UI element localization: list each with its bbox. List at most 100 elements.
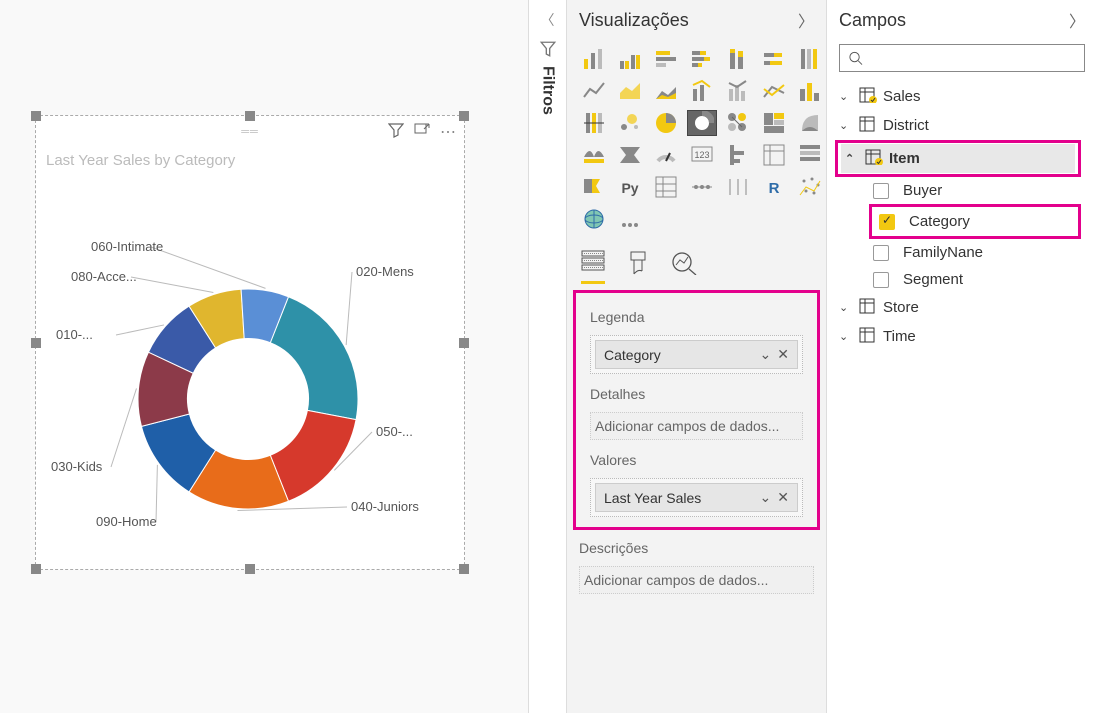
viz-type-icon[interactable]: [579, 142, 609, 168]
viz-type-icon[interactable]: [651, 78, 681, 104]
details-well-label: Detalhes: [590, 386, 803, 402]
viz-type-icon[interactable]: [723, 46, 753, 72]
fields-tool-icon[interactable]: [581, 250, 605, 284]
viz-type-icon[interactable]: [651, 142, 681, 168]
viz-type-icon[interactable]: [687, 46, 717, 72]
donut-label: 030-Kids: [51, 459, 102, 474]
viz-type-icon[interactable]: [759, 78, 789, 104]
viz-type-icon[interactable]: [615, 46, 645, 72]
legend-well-label: Legenda: [590, 309, 803, 325]
viz-type-icon[interactable]: [795, 78, 825, 104]
field-buyer[interactable]: Buyer: [869, 177, 1089, 204]
table-icon: [865, 149, 883, 168]
visualizations-panel: Visualizações 〉 123PyR Legenda Category …: [567, 0, 827, 713]
field-label: Category: [909, 213, 970, 230]
checkbox[interactable]: [873, 183, 889, 199]
table-label: Store: [883, 299, 919, 316]
filters-pane-collapsed[interactable]: 〈 Filtros: [529, 0, 567, 713]
format-tool-icon[interactable]: [627, 251, 649, 284]
field-label: FamilyNane: [903, 244, 983, 261]
table-item[interactable]: ⌃Item: [841, 144, 1075, 173]
viz-type-icon[interactable]: [795, 174, 825, 200]
more-options-icon[interactable]: ⋯: [440, 122, 456, 142]
fields-search[interactable]: [839, 44, 1085, 72]
donut-label: 040-Juniors: [351, 499, 419, 514]
filter-pane-icon: [539, 40, 557, 58]
viz-type-icon[interactable]: [615, 206, 645, 232]
expand-filters-icon[interactable]: 〈: [541, 10, 555, 30]
donut-label: 050-...: [376, 424, 413, 439]
table-sales[interactable]: ⌄Sales: [835, 82, 1089, 111]
viz-type-icon[interactable]: Py: [615, 174, 645, 200]
viz-type-icon[interactable]: [687, 174, 717, 200]
viz-type-icon[interactable]: [723, 78, 753, 104]
viz-type-icon[interactable]: [687, 78, 717, 104]
viz-type-icon[interactable]: 123: [687, 142, 717, 168]
collapse-fields-icon[interactable]: 〉: [1069, 8, 1085, 32]
field-segment[interactable]: Segment: [869, 266, 1089, 293]
checkbox[interactable]: [879, 214, 895, 230]
viz-type-icon[interactable]: R: [759, 174, 789, 200]
report-canvas[interactable]: ══ ⋯ Last Year Sales by Category 020-Men…: [0, 0, 529, 713]
analytics-tool-icon[interactable]: [671, 251, 697, 284]
focus-mode-icon[interactable]: [414, 122, 430, 142]
table-label: Time: [883, 328, 916, 345]
viz-type-icon[interactable]: [651, 46, 681, 72]
wells-highlight: Legenda Category ⌄✕ Detalhes Adicionar c…: [573, 290, 820, 530]
viz-type-icon[interactable]: [795, 142, 825, 168]
viz-type-icon[interactable]: [759, 46, 789, 72]
viz-type-icon[interactable]: [651, 110, 681, 136]
table-district[interactable]: ⌄District: [835, 111, 1089, 140]
donut-label: 020-Mens: [356, 264, 414, 279]
viz-type-icon[interactable]: [615, 110, 645, 136]
viz-type-icon[interactable]: [579, 174, 609, 200]
collapse-viz-icon[interactable]: 〉: [798, 8, 814, 32]
viz-type-icon[interactable]: [795, 110, 825, 136]
viz-type-icon[interactable]: [759, 142, 789, 168]
viz-type-icon[interactable]: [615, 78, 645, 104]
visualizations-title: Visualizações: [579, 10, 689, 31]
chevron-down-icon[interactable]: ⌄: [760, 489, 772, 506]
tooltips-placeholder[interactable]: Adicionar campos de dados...: [579, 566, 814, 594]
drag-grip-icon[interactable]: ══: [241, 126, 259, 138]
fields-search-input[interactable]: [863, 50, 1076, 66]
donut-slice[interactable]: [270, 297, 358, 420]
fields-title: Campos: [839, 10, 906, 31]
field-familynane[interactable]: FamilyNane: [869, 239, 1089, 266]
remove-icon[interactable]: ✕: [777, 489, 789, 506]
table-icon: [859, 298, 877, 317]
viz-type-icon[interactable]: [723, 174, 753, 200]
viz-type-icon[interactable]: [579, 46, 609, 72]
donut-label: 080-Acce...: [71, 269, 137, 284]
svg-text:R: R: [769, 180, 780, 197]
viz-type-icon[interactable]: [723, 142, 753, 168]
viz-type-icon[interactable]: [579, 206, 609, 232]
donut-chart[interactable]: 020-Mens050-...040-Juniors090-Home030-Ki…: [36, 169, 464, 562]
viz-type-icon[interactable]: [759, 110, 789, 136]
values-field-pill[interactable]: Last Year Sales ⌄✕: [595, 483, 798, 512]
filters-label: Filtros: [539, 66, 557, 115]
donut-label: 010-...: [56, 327, 93, 342]
viz-type-icon[interactable]: [615, 142, 645, 168]
details-placeholder[interactable]: Adicionar campos de dados...: [590, 412, 803, 440]
viz-type-icon[interactable]: [579, 78, 609, 104]
viz-type-icon[interactable]: [723, 110, 753, 136]
table-store[interactable]: ⌄Store: [835, 293, 1089, 322]
viz-type-icon[interactable]: [651, 174, 681, 200]
filter-icon[interactable]: [388, 122, 404, 142]
table-icon: [859, 87, 877, 106]
legend-field-pill[interactable]: Category ⌄✕: [595, 340, 798, 369]
checkbox[interactable]: [873, 272, 889, 288]
field-category[interactable]: Category: [875, 208, 1075, 235]
viz-type-icon[interactable]: [795, 46, 825, 72]
visualization-gallery: 123 Py R: [567, 40, 826, 240]
chevron-down-icon[interactable]: ⌄: [760, 346, 772, 363]
remove-icon[interactable]: ✕: [777, 346, 789, 363]
table-label: Item: [889, 150, 920, 167]
visual-frame[interactable]: ══ ⋯ Last Year Sales by Category 020-Men…: [35, 115, 465, 570]
viz-type-icon[interactable]: [579, 110, 609, 136]
viz-type-icon[interactable]: [687, 110, 717, 136]
search-icon: [848, 50, 863, 66]
checkbox[interactable]: [873, 245, 889, 261]
table-time[interactable]: ⌄Time: [835, 322, 1089, 351]
